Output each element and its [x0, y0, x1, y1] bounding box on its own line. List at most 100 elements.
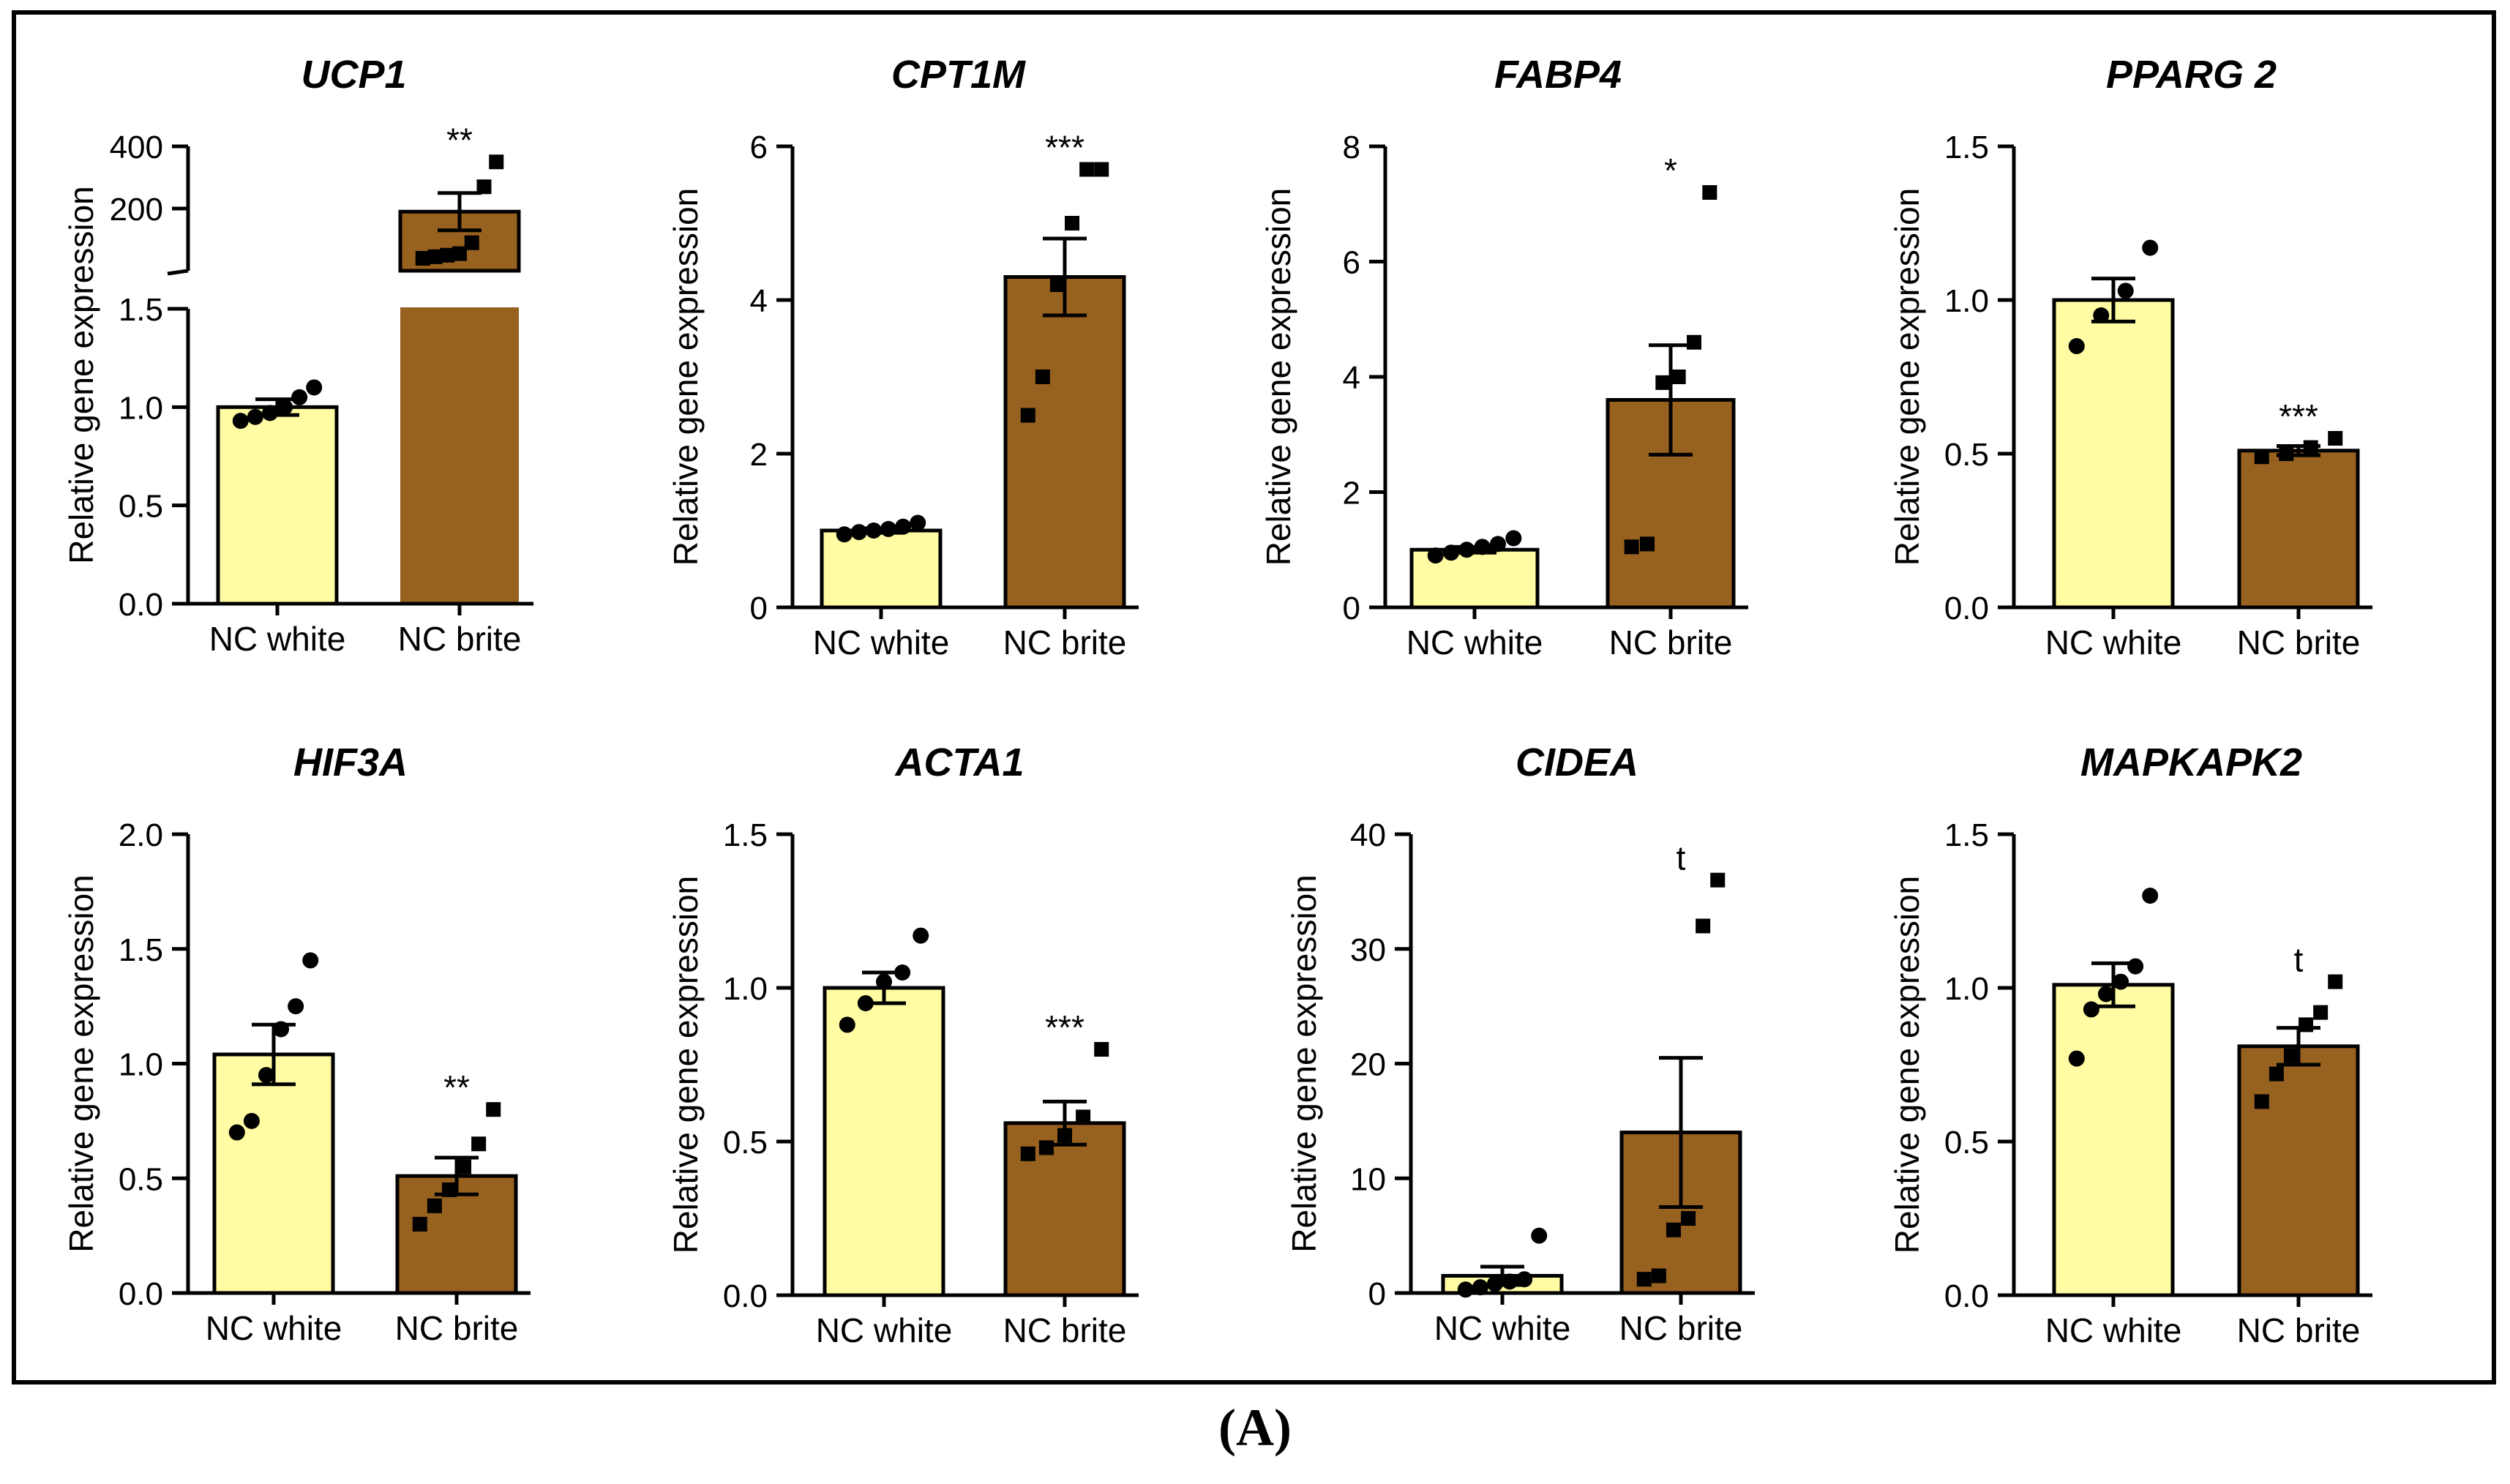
- data-point: [2068, 1050, 2085, 1067]
- chart-panel-2: CPT1M Relative gene expression NC white ***…: [667, 53, 1139, 662]
- x-tick-label: NC white: [206, 1309, 342, 1347]
- y-tick-label: 0.5: [723, 1125, 768, 1161]
- data-point: [2142, 239, 2159, 256]
- data-point: [441, 1182, 457, 1197]
- y-tick-label: 1.5: [1944, 817, 1989, 853]
- data-point: [1696, 918, 1711, 934]
- data-point: [464, 235, 479, 250]
- data-point: [302, 952, 319, 969]
- data-point: [2254, 1094, 2269, 1109]
- y-tick-label: 6: [750, 130, 768, 165]
- data-point: [895, 518, 912, 535]
- data-point: [1486, 1275, 1503, 1292]
- data-point: [415, 251, 430, 266]
- y-tick-label: 1.5: [723, 817, 768, 853]
- bar-nc-brite: [1003, 275, 1126, 610]
- significance-label: ***: [2279, 397, 2318, 435]
- data-point: [2093, 307, 2110, 323]
- y-tick-label: 1.5: [119, 932, 163, 968]
- x-tick-label: NC brite: [1619, 1309, 1743, 1347]
- y-axis-label: Relative gene expression: [62, 186, 100, 564]
- x-tick-label: NC white: [1406, 623, 1543, 662]
- y-tick-label: 0.5: [119, 489, 163, 525]
- y-tick-label: 1.0: [1944, 971, 1989, 1007]
- y-tick-label: 4: [1343, 360, 1360, 396]
- data-point: [288, 998, 304, 1015]
- y-tick-label: 2: [750, 437, 768, 473]
- y-tick-label: 0: [1368, 1276, 1386, 1312]
- data-point: [1681, 1211, 1696, 1226]
- data-point: [427, 1198, 442, 1213]
- chart-panel-8: MAPKAPK2 Relative gene expression NC white…: [1888, 741, 2372, 1349]
- data-point: [2299, 1017, 2314, 1033]
- data-point: [1651, 1268, 1666, 1283]
- bar-nc-white: [2052, 983, 2175, 1297]
- data-point: [1710, 872, 1726, 888]
- y-tick-label: 1.0: [119, 1047, 163, 1083]
- data-point: [427, 249, 443, 264]
- data-point: [850, 524, 867, 541]
- y-tick-label: 2: [1343, 476, 1360, 511]
- chart-title: FABP4: [1494, 53, 1622, 97]
- y-axis-label: Relative gene expression: [1888, 876, 1926, 1254]
- data-point: [2083, 1001, 2099, 1018]
- data-point: [1458, 541, 1475, 558]
- chart-panel-4: PPARG 2 Relative gene expression NC white *…: [1888, 53, 2372, 662]
- data-point: [839, 1016, 855, 1033]
- data-point: [2269, 1066, 2284, 1082]
- data-point: [2127, 958, 2144, 975]
- data-point: [910, 514, 926, 531]
- data-point: [1049, 277, 1065, 292]
- panel-caption: (A): [1218, 1398, 1292, 1457]
- data-point: [247, 408, 263, 425]
- significance-label: ***: [1045, 129, 1084, 167]
- data-point: [880, 520, 897, 537]
- chart-title: CIDEA: [1516, 741, 1638, 784]
- y-tick-label: 200: [110, 192, 163, 228]
- data-point: [1624, 539, 1639, 555]
- x-tick-label: NC brite: [1003, 623, 1127, 662]
- data-point: [1640, 536, 1655, 552]
- x-tick-label: NC white: [816, 1311, 953, 1349]
- x-tick-label: NC white: [209, 620, 346, 658]
- y-tick-label: 20: [1350, 1047, 1386, 1083]
- data-point: [2068, 338, 2085, 354]
- data-point: [1020, 408, 1035, 423]
- data-point: [1666, 1222, 1681, 1237]
- y-axis-label: Relative gene expression: [1259, 188, 1297, 566]
- y-tick-label: 400: [110, 130, 163, 165]
- data-point: [865, 522, 882, 539]
- x-tick-label: NC white: [813, 623, 950, 662]
- data-point: [452, 246, 467, 261]
- data-point: [2113, 973, 2129, 990]
- chart-title: PPARG 2: [2106, 53, 2277, 97]
- data-point: [1505, 530, 1522, 547]
- data-point: [457, 1159, 472, 1174]
- chart-title: HIF3A: [293, 741, 408, 784]
- data-point: [471, 1136, 487, 1152]
- data-point: [232, 413, 249, 430]
- data-point: [2142, 888, 2159, 904]
- data-point: [306, 379, 323, 396]
- y-tick-label: 2.0: [119, 817, 163, 853]
- y-tick-label: 1.0: [1944, 283, 1989, 319]
- data-point: [1671, 370, 1686, 384]
- y-tick-label: 0.5: [119, 1161, 163, 1197]
- x-tick-label: NC brite: [1003, 1311, 1127, 1349]
- y-axis-label: Relative gene expression: [1285, 874, 1323, 1253]
- y-tick-label: 10: [1350, 1161, 1386, 1197]
- data-point: [1489, 536, 1506, 552]
- x-tick-label: NC white: [2045, 623, 2182, 662]
- significance-label: t: [2294, 941, 2304, 979]
- y-tick-label: 0.5: [1944, 437, 1989, 473]
- y-tick-label: 0: [750, 591, 768, 626]
- y-tick-label: 0.0: [119, 587, 163, 623]
- significance-label: **: [446, 121, 473, 159]
- data-point: [2328, 431, 2343, 446]
- data-point: [261, 405, 278, 421]
- data-point: [277, 399, 293, 416]
- x-tick-label: NC brite: [398, 620, 522, 658]
- significance-label: **: [443, 1068, 470, 1106]
- data-point: [1636, 1272, 1652, 1287]
